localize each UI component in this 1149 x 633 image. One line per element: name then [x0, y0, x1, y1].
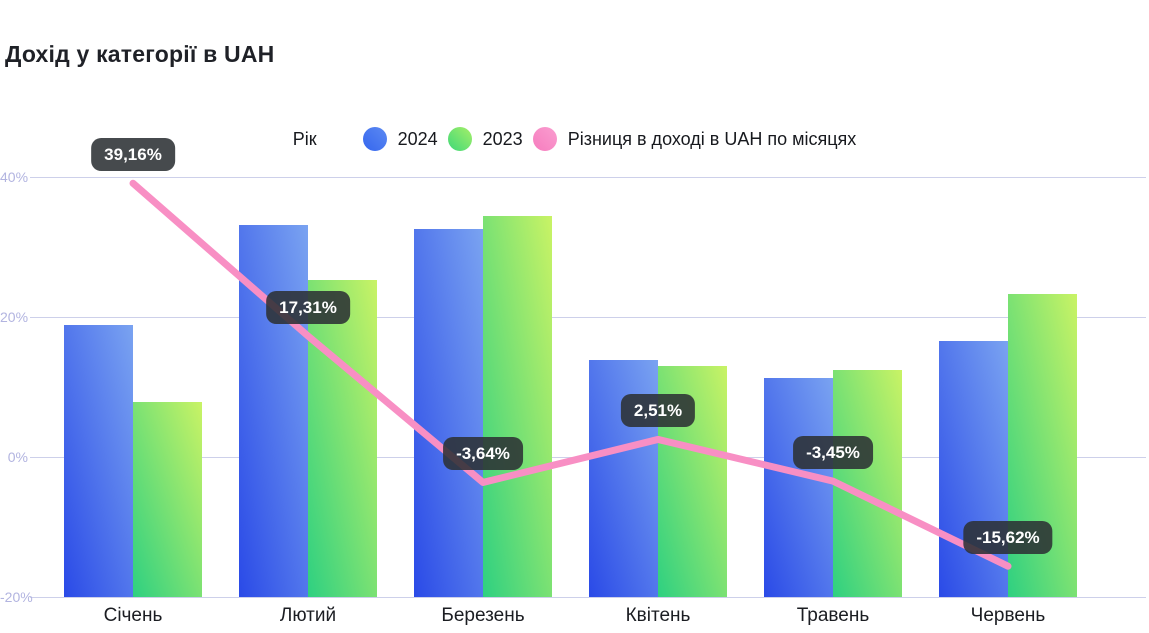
legend-swatch-diff-icon	[532, 127, 557, 151]
bar-2023	[483, 215, 552, 597]
bar-2023	[833, 370, 902, 597]
x-axis-label: Лютий	[279, 605, 337, 626]
y-axis-tick-label: 20%	[0, 309, 29, 326]
legend-swatch-2023-icon	[447, 127, 472, 151]
chart-title: Дохід у категорії в UAH	[5, 41, 275, 67]
x-axis-label: Квітень	[625, 605, 691, 626]
legend-label-2024: 2024	[397, 128, 438, 149]
y-axis-tick-label: 0%	[7, 449, 28, 465]
legend-title: Рік	[292, 128, 317, 149]
x-axis-label: Січень	[103, 605, 163, 626]
bar-2024	[764, 378, 833, 597]
x-axis-label: Березень	[441, 605, 525, 626]
chart-legend: Рік 2024 2023 Різниця в доході в UAH по …	[0, 122, 1149, 156]
legend-item-diff[interactable]: Різниця в доході в UAH по місяцях	[532, 127, 857, 151]
bar-2024	[939, 340, 1008, 597]
x-axis-label: Травень	[796, 605, 870, 626]
diff-point-label: -3,64%	[443, 437, 523, 471]
legend-label-2023: 2023	[482, 128, 523, 149]
bar-2023	[133, 401, 202, 597]
gridline	[30, 596, 1146, 598]
diff-point-label: -3,45%	[793, 436, 873, 470]
bar-2024	[414, 229, 483, 597]
legend-item-2023[interactable]: 2023	[447, 127, 523, 151]
y-axis-tick-label: 40%	[0, 169, 29, 186]
y-axis-tick-label: -20%	[0, 588, 33, 605]
diff-point-label: 17,31%	[266, 291, 350, 324]
legend-label-diff: Різниця в доході в UAH по місяцях	[567, 128, 857, 149]
diff-point-label: 2,51%	[620, 394, 696, 428]
legend-item-2024[interactable]: 2024	[362, 127, 438, 151]
gridline	[30, 177, 1146, 179]
bar-2024	[64, 324, 133, 597]
legend-swatch-2024-icon	[362, 127, 387, 151]
bar-2023	[308, 280, 377, 597]
diff-point-label: -15,62%	[963, 521, 1053, 555]
gridline	[30, 317, 1146, 319]
diff-point-label: 39,16%	[91, 138, 175, 172]
bar-2024	[239, 224, 308, 597]
x-axis-label: Червень	[970, 605, 1046, 626]
